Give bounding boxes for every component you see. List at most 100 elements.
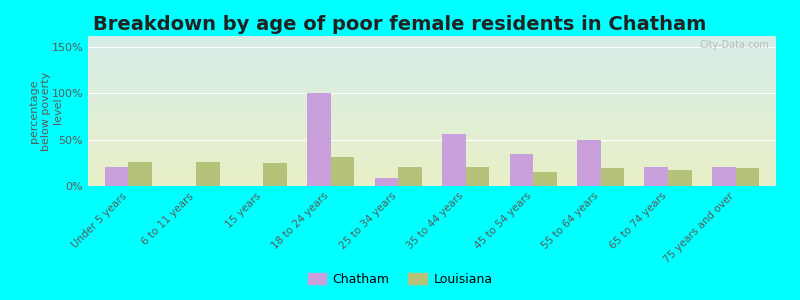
Bar: [88, 165, 776, 166]
Bar: [88, 136, 776, 137]
Bar: [307, 93, 331, 186]
Bar: [88, 39, 776, 40]
Bar: [263, 163, 287, 186]
Bar: [88, 59, 776, 60]
Bar: [88, 117, 776, 118]
Bar: [88, 78, 776, 79]
Bar: [88, 96, 776, 97]
Bar: [88, 118, 776, 119]
Bar: [88, 106, 776, 107]
Bar: [88, 183, 776, 184]
Bar: [88, 63, 776, 64]
Bar: [88, 55, 776, 56]
Bar: [88, 120, 776, 121]
Bar: [88, 62, 776, 63]
Bar: [88, 75, 776, 76]
Bar: [88, 87, 776, 88]
Bar: [88, 116, 776, 117]
Bar: [88, 45, 776, 46]
Bar: [88, 97, 776, 98]
Bar: [88, 138, 776, 139]
Bar: [88, 89, 776, 90]
Bar: [88, 128, 776, 129]
Bar: [88, 169, 776, 170]
Bar: [88, 112, 776, 113]
Bar: [601, 168, 624, 186]
Bar: [88, 146, 776, 147]
Bar: [88, 90, 776, 91]
Bar: [88, 82, 776, 83]
Bar: [88, 118, 776, 119]
Bar: [88, 143, 776, 144]
Bar: [88, 70, 776, 71]
Bar: [88, 160, 776, 161]
Bar: [88, 168, 776, 169]
Bar: [331, 157, 354, 186]
Bar: [88, 81, 776, 82]
Bar: [88, 154, 776, 155]
Bar: [88, 85, 776, 86]
Bar: [88, 176, 776, 177]
Bar: [88, 86, 776, 87]
Bar: [88, 48, 776, 49]
Bar: [88, 180, 776, 181]
Bar: [196, 162, 219, 186]
Bar: [105, 167, 129, 186]
Bar: [88, 127, 776, 128]
Bar: [88, 160, 776, 161]
Bar: [88, 41, 776, 42]
Bar: [88, 170, 776, 171]
Bar: [88, 144, 776, 145]
Bar: [88, 68, 776, 69]
Bar: [88, 109, 776, 110]
Bar: [88, 124, 776, 125]
Bar: [88, 65, 776, 66]
Bar: [88, 142, 776, 143]
Bar: [88, 58, 776, 59]
Bar: [88, 91, 776, 92]
Bar: [88, 125, 776, 126]
Bar: [88, 113, 776, 114]
Bar: [442, 134, 466, 186]
Bar: [88, 77, 776, 78]
Bar: [88, 171, 776, 172]
Bar: [88, 36, 776, 37]
Bar: [88, 82, 776, 83]
Bar: [88, 149, 776, 150]
Bar: [88, 162, 776, 163]
Bar: [88, 49, 776, 50]
Bar: [88, 157, 776, 158]
Bar: [712, 167, 735, 186]
Bar: [88, 94, 776, 95]
Bar: [88, 139, 776, 140]
Bar: [668, 170, 692, 186]
Bar: [88, 119, 776, 120]
Bar: [88, 110, 776, 111]
Bar: [88, 61, 776, 62]
Bar: [374, 178, 398, 186]
Bar: [645, 167, 668, 186]
Bar: [466, 167, 490, 186]
Bar: [510, 154, 533, 186]
Bar: [88, 100, 776, 101]
Bar: [88, 147, 776, 148]
Bar: [88, 177, 776, 178]
Bar: [88, 37, 776, 38]
Bar: [88, 83, 776, 84]
Legend: Chatham, Louisiana: Chatham, Louisiana: [302, 268, 498, 291]
Bar: [88, 66, 776, 67]
Bar: [88, 102, 776, 103]
Bar: [88, 100, 776, 101]
Bar: [88, 129, 776, 130]
Bar: [88, 173, 776, 174]
Bar: [88, 115, 776, 116]
Bar: [88, 121, 776, 122]
Bar: [577, 140, 601, 186]
Bar: [129, 162, 152, 186]
Y-axis label: percentage
below poverty
level: percentage below poverty level: [30, 71, 62, 151]
Bar: [88, 107, 776, 108]
Bar: [88, 169, 776, 170]
Bar: [88, 175, 776, 176]
Bar: [88, 101, 776, 102]
Bar: [88, 38, 776, 39]
